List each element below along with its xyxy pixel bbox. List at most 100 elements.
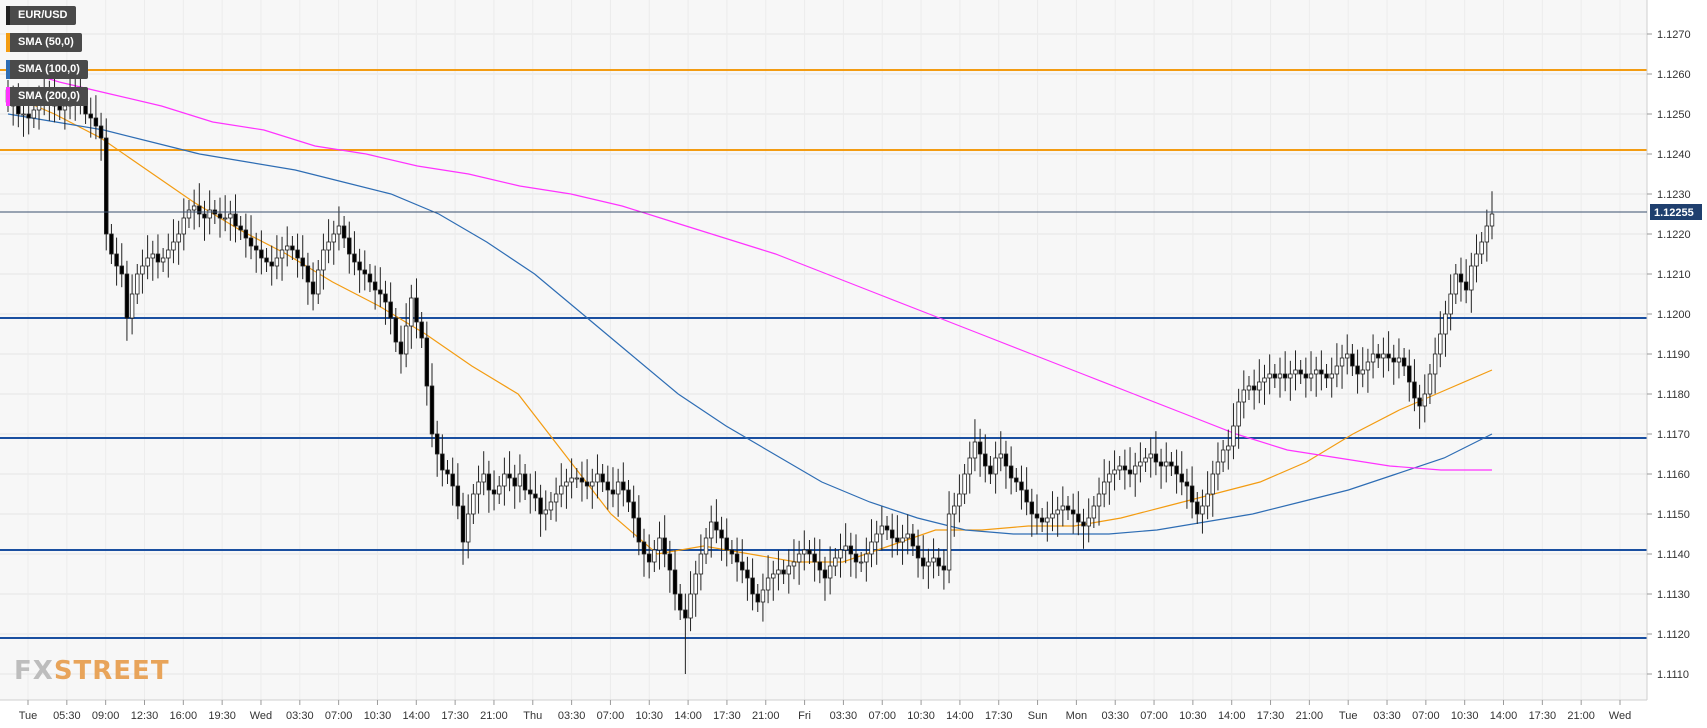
symbol-text: EUR/USD [18,9,68,21]
candle-body [502,473,507,487]
candle-body [972,441,978,459]
x-tick-label: Wed [1609,710,1631,722]
candle-body [310,281,316,295]
candle-body [703,537,709,555]
candle-body [889,529,895,539]
candle-body [1293,369,1298,375]
candle-body [765,577,771,591]
candle-body [1236,401,1241,427]
candle-body [1334,365,1340,375]
legend-sma-200[interactable]: SMA (200,0) [6,87,88,106]
candle-body [414,297,419,323]
candle-body [109,233,114,255]
candle-body [1386,353,1391,359]
candle-body [62,105,68,111]
candle-body [512,477,517,487]
candle-body [533,493,538,499]
legend-sma-100[interactable]: SMA (100,0) [6,60,88,79]
candle-body [652,549,657,563]
legend-sma-50[interactable]: SMA (50,0) [6,33,82,52]
candle-body [1324,373,1329,379]
candle-body [1101,481,1107,495]
candle-body [202,213,207,219]
candle-body [667,553,673,571]
candle-body [781,569,786,575]
y-tick-label: 1.1160 [1657,469,1690,481]
y-tick-label: 1.1250 [1657,109,1691,121]
logo-fx: FX [14,656,54,686]
candle-body [357,261,362,271]
candle-body [1024,489,1029,503]
candle-body [584,481,590,487]
candle-body [476,481,481,495]
y-tick-label: 1.1140 [1657,549,1690,561]
sma-200-swatch [6,87,10,106]
x-axis-ticks: Tue 05:30 09:00 12:30 16:00 19:30 Wed 03:30 07:0… [19,700,1631,722]
candle-body [946,513,952,571]
last-price-label: 1.12255 [1654,207,1694,219]
candle-body [641,541,647,555]
candle-body [1179,473,1184,483]
candle-body [843,545,848,551]
candle-body [1277,373,1283,379]
candle-body [1355,365,1360,375]
candle-body [1055,509,1060,515]
y-tick-label: 1.1190 [1657,349,1690,361]
candle-body [812,553,817,563]
candle-body [786,565,791,575]
x-tick-label: 14:00 [946,710,974,722]
x-tick-label: 21:00 [752,710,780,722]
sma-100-swatch [6,60,10,79]
y-tick-label: 1.1150 [1657,509,1690,521]
candle-body [1370,353,1376,363]
candle-body [393,317,399,343]
candle-body [858,561,864,564]
candle-body [807,549,812,555]
logo-street: STREET [53,656,170,686]
candle-body [698,553,704,575]
candle-body [817,561,823,571]
candle-body [341,225,347,239]
candle-body [16,105,21,115]
candle-body [243,229,249,239]
candle-body [347,237,352,255]
x-tick-label: 14:00 [674,710,702,722]
fxstreet-logo: FXSTREET [14,656,170,686]
candle-body [1443,313,1448,335]
candle-body [646,553,652,563]
candle-body [1195,501,1200,515]
candle-body [1412,381,1417,399]
candle-body [248,237,254,247]
candle-body [791,561,797,567]
candle-body [1262,377,1267,383]
candle-body [719,529,724,539]
candle-body [1189,485,1195,503]
candle-body [166,249,171,259]
candle-body [1184,481,1190,487]
y-tick-label: 1.1180 [1657,389,1690,401]
x-tick-label: Mon [1066,710,1087,722]
x-tick-label: 14:00 [403,710,431,722]
candle-body [429,385,435,435]
candle-body [729,549,735,555]
candle-body [921,557,926,567]
y-tick-label: 1.1130 [1657,589,1690,601]
candle-body [564,481,569,487]
candle-body [1014,477,1019,483]
candle-body [983,453,988,467]
x-tick-label: 07:00 [325,710,353,722]
candle-body [1070,509,1076,515]
candle-body [1122,465,1128,471]
candle-body [1345,353,1350,359]
candle-body [1469,265,1474,291]
candle-body [910,533,916,547]
candle-body [1008,465,1014,479]
candle-body [1127,469,1133,475]
x-tick-label: 10:30 [907,710,935,722]
candle-body [1484,225,1490,243]
symbol-label[interactable]: EUR/USD [6,6,76,25]
candle-body [595,473,600,483]
candle-body [450,473,455,487]
candle-body [383,293,388,303]
